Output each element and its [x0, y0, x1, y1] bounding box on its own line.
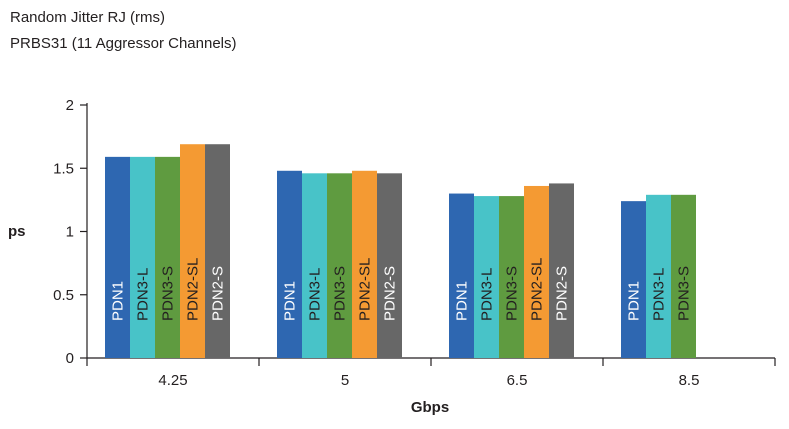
bar-series-label: PDN2-S	[554, 266, 571, 321]
bar-pdn3-l-4.25	[130, 156, 155, 358]
bar-series-label: PDN3-S	[332, 266, 349, 321]
bar-pdn1-6.5	[449, 193, 474, 358]
y-tick-label: 1.5	[53, 160, 74, 177]
chart-title: Random Jitter RJ (rms)	[10, 9, 165, 26]
bar-series-label: PDN1	[454, 281, 471, 321]
bar-series-label: PDN2-S	[210, 266, 227, 321]
y-tick-label: 0	[66, 350, 74, 367]
bar-pdn3-l-6.5	[474, 196, 499, 358]
x-tick-label: 6.5	[507, 372, 528, 389]
bar-series-label: PDN2-SL	[529, 258, 546, 321]
bars-group: PDN1 PDN3-L PDN3-S PDN2-SL PDN2-S PDN1 PDN3-L P…	[105, 144, 696, 358]
x-tick-label: 4.25	[158, 372, 187, 389]
bar-series-label: PDN3-L	[307, 268, 324, 321]
bar-pdn3-s-8.5	[671, 194, 696, 358]
bar-pdn2-s-5	[377, 173, 402, 358]
bar-pdn3-l-8.5	[646, 194, 671, 358]
bar-series-label: PDN3-S	[504, 266, 521, 321]
bar-pdn3-s-6.5	[499, 196, 524, 358]
bar-series-label: PDN3-S	[160, 266, 177, 321]
bar-series-label: PDN3-L	[651, 268, 668, 321]
bar-pdn1-8.5	[621, 201, 646, 358]
bar-pdn3-s-5	[327, 173, 352, 358]
x-tick-label: 8.5	[679, 372, 700, 389]
bar-pdn2-sl-6.5	[524, 185, 549, 358]
chart-subtitle: PRBS31 (11 Aggressor Channels)	[10, 35, 237, 52]
bar-series-label: PDN1	[626, 281, 643, 321]
bar-pdn2-s-6.5	[549, 183, 574, 358]
bar-series-label: PDN2-SL	[357, 258, 374, 321]
bar-pdn1-5	[277, 170, 302, 358]
bar-pdn2-sl-5	[352, 170, 377, 358]
bar-pdn2-sl-4.25	[180, 144, 205, 358]
bar-pdn3-s-4.25	[155, 156, 180, 358]
bar-series-label: PDN2-SL	[185, 258, 202, 321]
bar-series-label: PDN3-S	[676, 266, 693, 321]
y-axis-title: ps	[8, 223, 26, 240]
bar-series-label: PDN3-L	[135, 268, 152, 321]
bar-series-label: PDN2-S	[382, 266, 399, 321]
bar-series-label: PDN3-L	[479, 268, 496, 321]
y-tick-label: 2	[66, 97, 74, 114]
bar-pdn3-l-5	[302, 173, 327, 358]
x-axis-title: Gbps	[411, 399, 449, 416]
y-axis: 0 0.5 1 1.5 2	[53, 97, 88, 367]
bar-pdn2-s-4.25	[205, 144, 230, 358]
bar-pdn1-4.25	[105, 156, 130, 358]
x-axis: 4.25 5 6.5 8.5	[86, 357, 776, 389]
bar-series-label: PDN1	[110, 281, 127, 321]
y-tick-label: 0.5	[53, 287, 74, 304]
bar-series-label: PDN1	[282, 281, 299, 321]
x-tick-label: 5	[341, 372, 349, 389]
y-tick-label: 1	[66, 224, 74, 241]
